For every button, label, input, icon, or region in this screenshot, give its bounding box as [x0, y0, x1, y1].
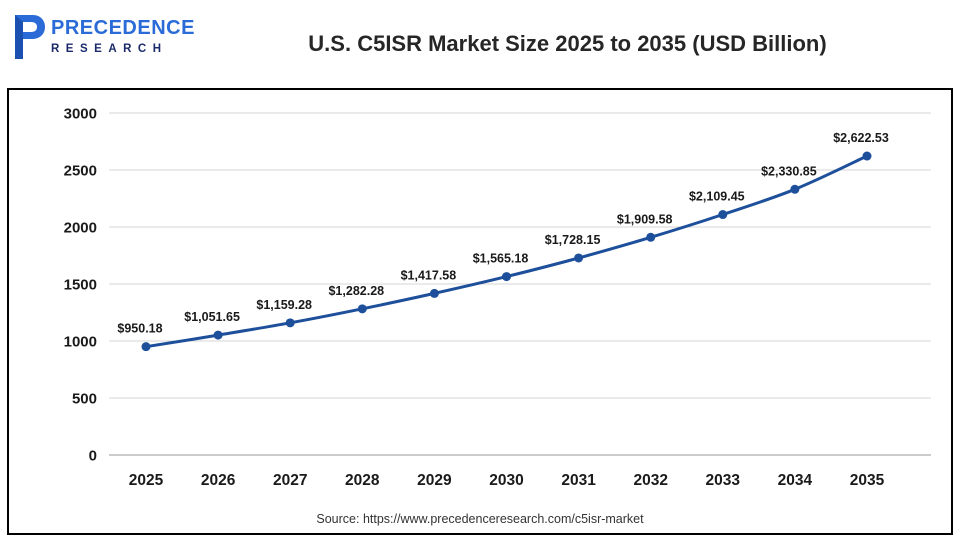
market-size-line-chart: 0 500 1000 1500 2000 2500 3000 2025 2026 2027 2028…: [64, 106, 931, 489]
x-axis-tick-label: 2027: [273, 472, 307, 489]
data-point-marker: [141, 342, 151, 352]
data-point-label: $1,909.58: [617, 212, 673, 226]
x-axis-tick-label: 2030: [489, 472, 523, 489]
data-point-marker: [646, 232, 656, 242]
x-axis-tick-label: 2025: [129, 472, 164, 489]
logo-p-icon: [15, 15, 45, 59]
data-point-marker: [502, 272, 511, 282]
y-axis-tick-label: 2000: [64, 220, 97, 237]
logo-line1: PRECEDENCE: [51, 17, 195, 39]
data-point-marker: [718, 210, 728, 220]
data-point-marker: [862, 151, 872, 161]
data-point-label: $2,109.45: [689, 190, 745, 204]
x-axis-tick-label: 2026: [201, 472, 236, 489]
logo-text: PRECEDENCE RESEARCH: [51, 14, 195, 57]
x-axis-tick-label: 2032: [633, 472, 667, 489]
x-axis-tick-label: 2031: [561, 472, 596, 489]
y-axis-tick-label: 2500: [64, 163, 97, 180]
y-axis-tick-label: 1500: [64, 277, 97, 294]
data-point-label: $1,282.28: [328, 284, 384, 298]
data-point-label: $1,159.28: [256, 298, 312, 312]
data-point-label: $950.18: [117, 322, 162, 336]
precedence-research-logo: PRECEDENCE RESEARCH: [12, 14, 195, 60]
data-point-marker: [213, 330, 223, 340]
data-point-label: $2,330.85: [761, 164, 817, 178]
x-axis-tick-label: 2034: [778, 472, 813, 489]
logo-line2: RESEARCH: [51, 43, 168, 55]
source-text: Source: https://www.precedenceresearch.c…: [316, 512, 644, 526]
y-axis-tick-label: 1000: [64, 334, 97, 351]
x-axis-tick-label: 2033: [706, 472, 741, 489]
x-axis-tick-label: 2035: [850, 472, 885, 489]
header: PRECEDENCE RESEARCH U.S. C5ISR Market Si…: [0, 0, 960, 88]
y-axis-tick-label: 3000: [64, 106, 97, 123]
chart-title: U.S. C5ISR Market Size 2025 to 2035 (USD…: [308, 31, 827, 56]
x-axis-tick-label: 2028: [345, 472, 380, 489]
x-axis-tick-label: 2029: [417, 472, 452, 489]
data-point-label: $2,622.53: [833, 131, 889, 145]
data-point-marker: [429, 288, 439, 298]
data-point-marker: [285, 318, 295, 328]
data-point-marker: [574, 253, 584, 263]
data-point-marker: [790, 184, 800, 194]
chart-container: 0 500 1000 1500 2000 2500 3000 2025 2026 2027 2028…: [7, 88, 953, 535]
data-point-label: $1,051.65: [184, 310, 240, 324]
data-point-label: $1,565.18: [473, 252, 529, 266]
y-axis-tick-label: 0: [89, 448, 97, 465]
data-point-marker: [357, 304, 367, 314]
y-axis-tick-label: 500: [72, 391, 97, 408]
data-point-label: $1,728.15: [545, 233, 601, 247]
data-point-label: $1,417.58: [401, 268, 457, 282]
